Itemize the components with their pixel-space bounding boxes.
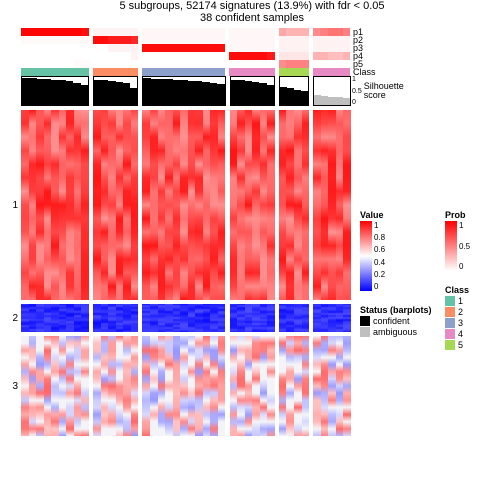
class-track: Class (0, 68, 504, 76)
legend-value: Value10.80.60.40.20 (360, 210, 385, 291)
silhouette-track: 10.50Silhouettescore (0, 76, 504, 106)
prob-track-p2: p2 (0, 36, 504, 44)
prob-track-p4: p4 (0, 52, 504, 60)
legend-prob: Prob10.50 (445, 210, 470, 271)
legend-class: Class12345 (445, 285, 469, 351)
prob-track-p5: p5 (0, 60, 504, 68)
heatmap-group-3: 3 (0, 336, 504, 436)
prob-track-p3: p3 (0, 44, 504, 52)
heatmap-group-1: 1 (0, 110, 504, 300)
title-line-2: 38 confident samples (0, 12, 504, 24)
title-line-1: 5 subgroups, 52174 signatures (13.9%) wi… (0, 0, 504, 12)
legend-status: Status (barplots)confidentambiguous (360, 305, 432, 338)
prob-track-p1: p1 (0, 28, 504, 36)
